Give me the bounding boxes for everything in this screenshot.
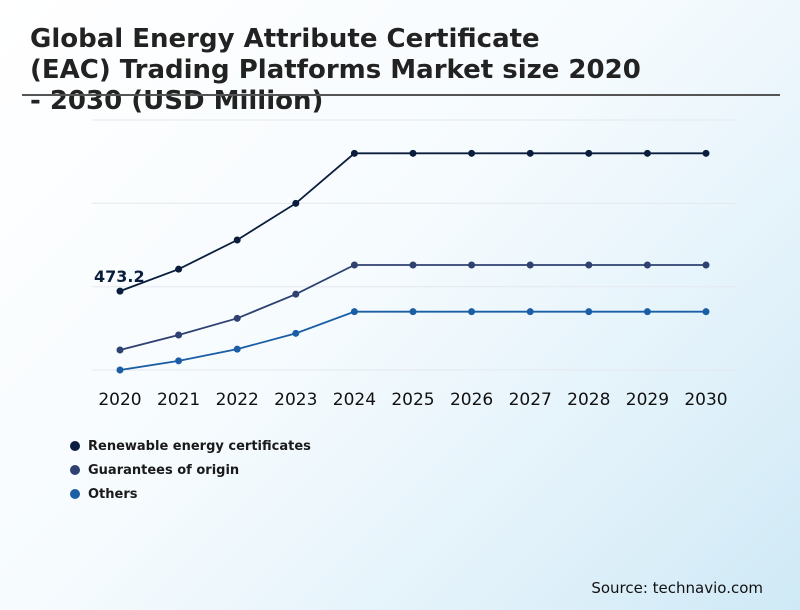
x-tick-label-2029: 2029 (626, 390, 669, 410)
data-point-s0-8 (585, 149, 593, 157)
legend-item-others: Others (70, 482, 311, 506)
data-point-s0-6 (468, 149, 476, 157)
legend-marker-icon (70, 441, 80, 451)
chart-legend: Renewable energy certificates Guarantees… (70, 434, 311, 506)
legend-label: Renewable energy certificates (88, 438, 311, 454)
data-point-s0-4 (350, 149, 358, 157)
data-point-s2-1 (175, 357, 183, 365)
data-point-s2-0 (116, 366, 124, 374)
x-tick-label-2027: 2027 (509, 390, 552, 410)
legend-label: Guarantees of origin (88, 462, 240, 478)
legend-marker-icon (70, 465, 80, 475)
x-tick-label-2028: 2028 (567, 390, 610, 410)
data-point-s2-10 (702, 308, 710, 316)
legend-label: Others (88, 486, 138, 502)
chart-title-line-1: Global Energy Attribute Certificate (30, 24, 540, 54)
series-line-2 (119, 310, 706, 371)
data-point-s0-9 (643, 149, 651, 157)
data-point-s1-9 (643, 261, 651, 269)
x-tick-label-2030: 2030 (684, 390, 727, 410)
x-tick-label-2020: 2020 (98, 390, 141, 410)
title-divider (22, 94, 780, 96)
data-point-s1-2 (233, 314, 241, 322)
data-point-s1-0 (116, 346, 124, 354)
data-point-s2-7 (526, 308, 534, 316)
data-label: 473.2 (94, 267, 145, 286)
data-point-s0-2 (233, 236, 241, 244)
x-tick-label-2026: 2026 (450, 390, 493, 410)
data-point-s2-8 (585, 308, 593, 316)
data-point-s1-8 (585, 261, 593, 269)
data-point-s0-7 (526, 149, 534, 157)
data-point-s2-2 (233, 345, 241, 353)
data-point-s0-10 (702, 149, 710, 157)
x-tick-label-2021: 2021 (157, 390, 200, 410)
legend-item-guarantees-of-origin: Guarantees of origin (70, 458, 311, 482)
data-point-s2-6 (468, 308, 476, 316)
x-tick-label-2023: 2023 (274, 390, 317, 410)
legend-item-renewable-energy-certificates: Renewable energy certificates (70, 434, 311, 458)
legend-marker-icon (70, 489, 80, 499)
series-line-0 (119, 152, 706, 292)
data-point-s1-3 (292, 290, 300, 298)
chart-title: Global Energy Attribute Certificate (EAC… (30, 24, 730, 117)
x-tick-label-2025: 2025 (391, 390, 434, 410)
data-point-s0-1 (175, 265, 183, 273)
data-point-s1-5 (409, 261, 417, 269)
x-tick-label-2024: 2024 (333, 390, 376, 410)
data-point-s1-7 (526, 261, 534, 269)
chart-title-line-3: - 2030 (USD Million) (30, 86, 324, 116)
data-point-s1-1 (175, 331, 183, 339)
chart-title-line-2: (EAC) Trading Platforms Market size 2020 (30, 55, 641, 85)
data-point-s2-9 (643, 308, 651, 316)
data-point-s1-6 (468, 261, 476, 269)
data-point-s2-5 (409, 308, 417, 316)
data-point-s0-5 (409, 149, 417, 157)
data-point-s2-3 (292, 329, 300, 337)
data-point-s1-10 (702, 261, 710, 269)
data-point-s0-0 (116, 287, 124, 295)
source-credit: Source: technavio.com (591, 579, 763, 597)
data-point-s2-4 (350, 308, 358, 316)
data-point-s0-3 (292, 199, 300, 207)
x-tick-label-2022: 2022 (216, 390, 259, 410)
series-line-1 (119, 264, 706, 351)
data-point-s1-4 (350, 261, 358, 269)
